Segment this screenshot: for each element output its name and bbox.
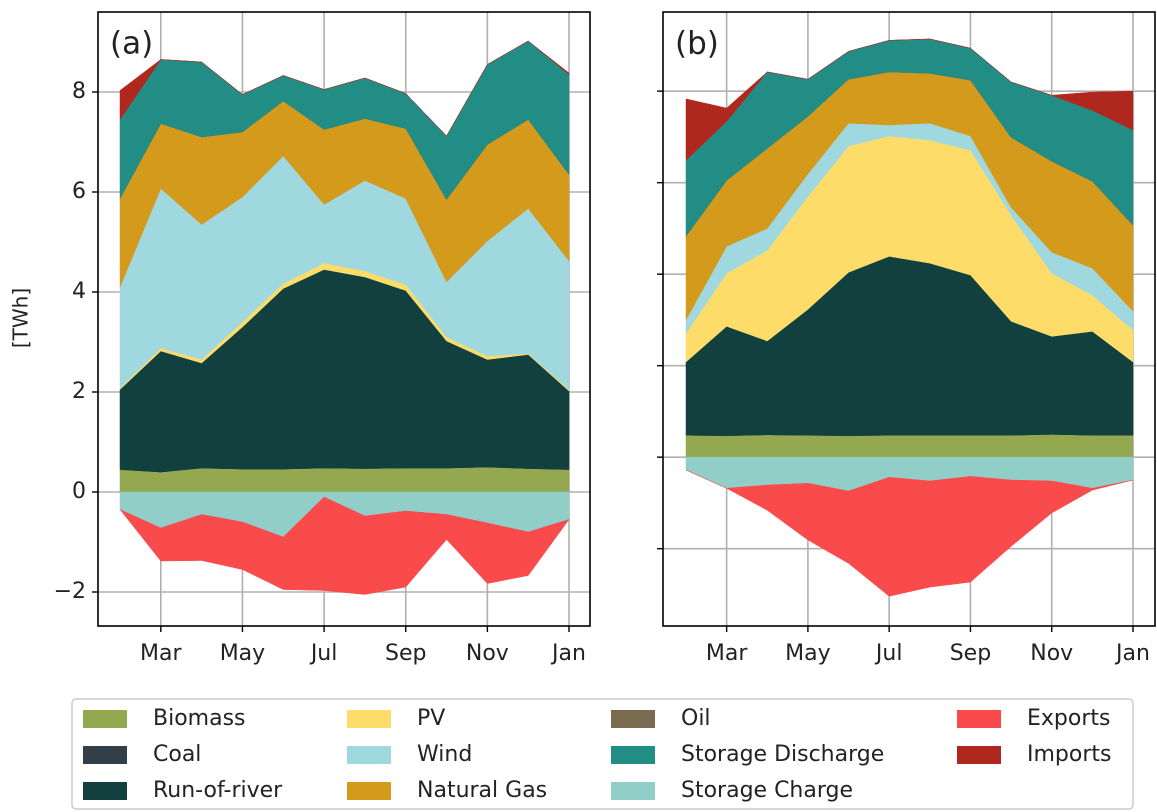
legend-label: PV [417,706,445,731]
x-tick-label: Sep [385,641,426,666]
legend-swatch [347,710,391,728]
x-tick-label: May [785,641,830,666]
legend-label: Coal [153,742,201,767]
x-tick-label: Nov [466,641,509,666]
legend-swatch [347,746,391,764]
area [119,466,570,493]
legend-swatch [957,710,1001,728]
x-tick-label: Nov [1030,641,1073,666]
legend-swatch [347,782,391,800]
legend-label: Exports [1027,706,1110,731]
legend-label: Natural Gas [417,778,547,803]
panel-title: (a) [110,26,153,62]
legend-swatch [611,746,655,764]
x-tick-label: Mar [140,641,182,666]
x-tick-label: Mar [706,641,748,666]
legend-label: Run-of-river [153,778,283,803]
y-tick-label: −2 [54,579,86,604]
area [119,496,570,595]
y-tick-label: 4 [72,279,86,304]
legend-swatch [611,782,655,800]
legend-swatch [957,746,1001,764]
x-tick-label: Sep [950,641,991,666]
x-tick-label: Jan [550,641,586,666]
panel-title: (b) [675,26,719,62]
legend-swatch [83,782,127,800]
legend-label: Biomass [153,706,246,731]
legend-swatch [611,710,655,728]
y-tick-label: 8 [72,79,86,104]
plot-frame [662,11,1156,627]
area [685,38,1134,161]
legend-swatch [83,710,127,728]
y-axis-label: [TWh] [9,288,33,348]
legend-label: Oil [681,706,711,731]
area [685,434,1134,458]
x-tick-label: Jul [309,641,338,666]
legend-box [71,698,1134,810]
legend-label: Imports [1027,742,1111,767]
panel: Mar May Jul Sep Nov Jan (b) [657,11,1156,666]
legend-label: Wind [417,742,472,767]
legend-label: Storage Discharge [681,742,884,767]
x-tick-label: Jan [1114,641,1150,666]
legend-swatch [83,746,127,764]
y-tick-label: 2 [72,379,86,404]
plot-frame [97,11,591,627]
area [685,469,1134,597]
x-tick-label: May [220,641,265,666]
x-tick-label: Jul [874,641,903,666]
panel: −2 0 2 4 6 8 Mar May Jul Sep Nov Jan (a) [TWh] [9,11,591,666]
area [119,40,570,137]
legend-label: Storage Charge [681,778,853,803]
y-tick-label: 6 [72,179,86,204]
y-tick-label: 0 [72,479,86,504]
